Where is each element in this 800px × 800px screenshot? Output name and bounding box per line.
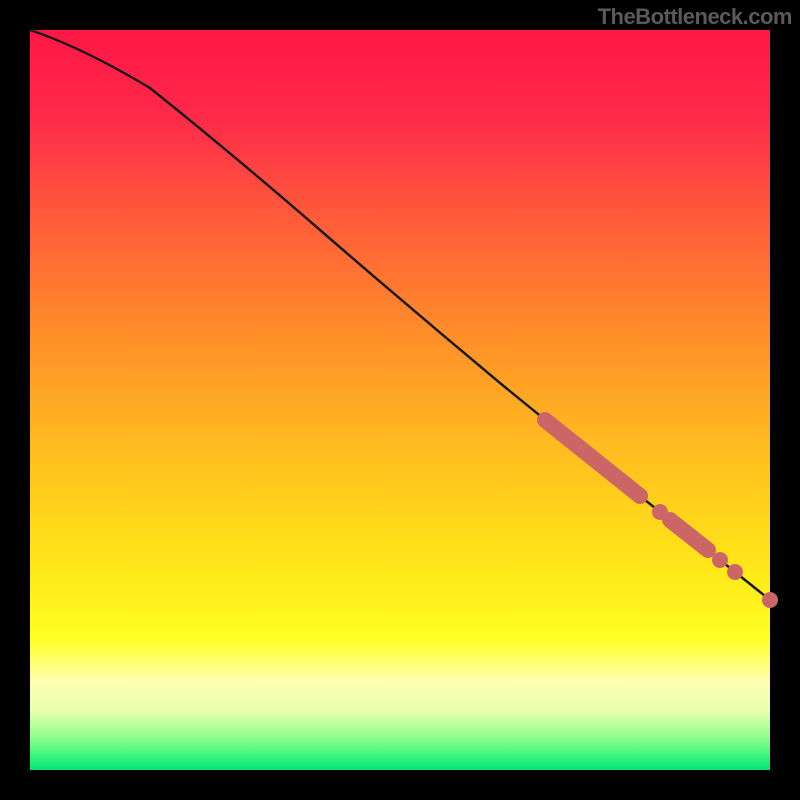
watermark-text: TheBottleneck.com: [598, 4, 792, 30]
chart-svg: [0, 0, 800, 800]
chart-container: [0, 0, 800, 800]
plot-area: [30, 30, 770, 770]
